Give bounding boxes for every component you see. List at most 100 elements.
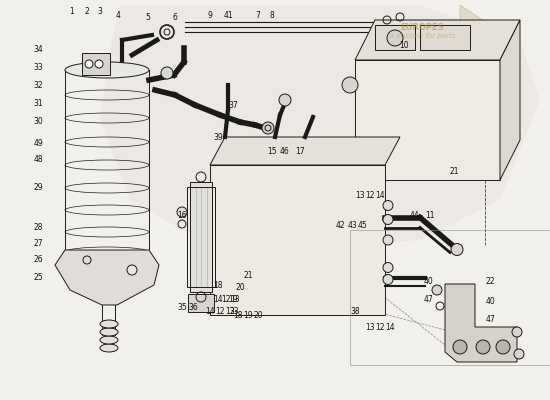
Text: 12: 12	[365, 190, 375, 200]
Bar	[355, 60, 500, 180]
Text: 21: 21	[449, 168, 459, 176]
Text: 18: 18	[213, 280, 223, 290]
Circle shape	[387, 30, 403, 46]
Text: 38: 38	[350, 308, 360, 316]
Circle shape	[177, 207, 187, 217]
Circle shape	[451, 244, 463, 256]
Text: 7: 7	[256, 10, 261, 20]
Text: 17: 17	[295, 148, 305, 156]
Ellipse shape	[100, 328, 118, 336]
Circle shape	[161, 67, 173, 79]
Text: 35: 35	[177, 302, 187, 312]
Text: 9: 9	[207, 10, 212, 20]
Text: 49: 49	[33, 138, 43, 148]
Bar	[190, 182, 212, 292]
Text: 31: 31	[33, 98, 43, 108]
Polygon shape	[500, 20, 520, 180]
Bar	[188, 294, 214, 312]
Text: 1: 1	[70, 8, 74, 16]
Text: 33: 33	[33, 62, 43, 72]
Text: 14: 14	[205, 308, 215, 316]
Polygon shape	[55, 250, 159, 305]
Circle shape	[95, 60, 103, 68]
Bar	[82, 53, 110, 75]
Bar	[350, 230, 550, 365]
Text: 14: 14	[375, 190, 385, 200]
Text: 44: 44	[410, 210, 420, 220]
Circle shape	[342, 77, 358, 93]
Text: 14: 14	[213, 296, 223, 304]
Circle shape	[85, 60, 93, 68]
Text: 11: 11	[425, 210, 435, 220]
Text: 21: 21	[243, 270, 253, 280]
Circle shape	[383, 274, 393, 284]
Text: 32: 32	[33, 80, 43, 90]
Text: 22: 22	[485, 278, 495, 286]
Text: 30: 30	[33, 118, 43, 126]
Circle shape	[127, 265, 137, 275]
Text: 36: 36	[188, 302, 198, 312]
Text: EUROPES: EUROPES	[400, 24, 444, 32]
Text: 3: 3	[97, 8, 102, 16]
Text: 48: 48	[33, 156, 43, 164]
Text: 19: 19	[228, 296, 238, 304]
Polygon shape	[385, 5, 490, 45]
Text: 41: 41	[223, 10, 233, 20]
Bar	[375, 25, 415, 50]
Text: 6: 6	[173, 14, 178, 22]
Text: 4: 4	[116, 10, 120, 20]
Text: 37: 37	[228, 100, 238, 110]
Polygon shape	[445, 284, 517, 362]
Text: 47: 47	[485, 316, 495, 324]
Text: 14: 14	[385, 324, 395, 332]
Ellipse shape	[100, 344, 118, 352]
Bar	[210, 165, 385, 315]
Text: 19: 19	[243, 310, 253, 320]
Text: 20: 20	[253, 310, 263, 320]
Polygon shape	[355, 20, 520, 60]
Text: 45: 45	[358, 220, 368, 230]
Text: 26: 26	[33, 256, 43, 264]
Ellipse shape	[100, 320, 118, 328]
Bar	[420, 25, 470, 50]
Text: 16: 16	[177, 210, 187, 220]
Circle shape	[383, 214, 393, 224]
Text: 23: 23	[229, 308, 239, 316]
Text: 40: 40	[485, 298, 495, 306]
Circle shape	[512, 327, 522, 337]
Polygon shape	[210, 137, 400, 165]
Circle shape	[476, 340, 490, 354]
Text: 12: 12	[221, 296, 231, 304]
Text: 47: 47	[423, 296, 433, 304]
Circle shape	[453, 340, 467, 354]
Circle shape	[383, 262, 393, 272]
Text: 18: 18	[233, 310, 243, 320]
Circle shape	[383, 235, 393, 245]
Circle shape	[262, 122, 274, 134]
Text: 40: 40	[423, 278, 433, 286]
Text: a passion for parts: a passion for parts	[254, 174, 346, 197]
Text: 8: 8	[270, 10, 274, 20]
Text: 42: 42	[335, 220, 345, 230]
Circle shape	[432, 285, 442, 295]
Text: 13: 13	[365, 324, 375, 332]
Text: 13: 13	[230, 296, 240, 304]
Text: 12: 12	[375, 324, 385, 332]
Text: 25: 25	[33, 274, 43, 282]
Text: 5: 5	[146, 14, 151, 22]
Text: 13: 13	[225, 308, 235, 316]
Text: 27: 27	[33, 240, 43, 248]
Text: 15: 15	[267, 148, 277, 156]
Bar	[187, 187, 215, 287]
Text: 43: 43	[347, 220, 357, 230]
Text: 29: 29	[33, 182, 43, 192]
Text: 46: 46	[280, 148, 290, 156]
Text: 10: 10	[399, 40, 409, 50]
Circle shape	[383, 200, 393, 210]
Text: 28: 28	[33, 222, 43, 232]
Text: 2: 2	[85, 8, 89, 16]
Ellipse shape	[65, 62, 149, 78]
Ellipse shape	[100, 336, 118, 344]
Text: 12: 12	[215, 308, 225, 316]
Circle shape	[496, 340, 510, 354]
